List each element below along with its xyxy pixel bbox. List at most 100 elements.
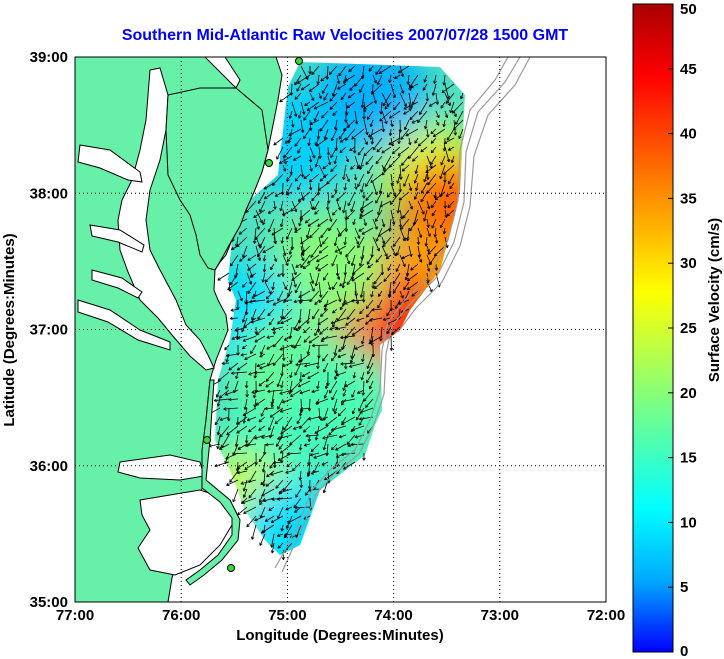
y-tick-label: 38:00 <box>30 185 68 202</box>
velocity-arrow <box>449 101 455 114</box>
velocity-arrow <box>400 128 410 140</box>
velocity-arrow <box>249 272 257 278</box>
velocity-arrow <box>314 155 320 168</box>
velocity-arrow <box>322 272 329 281</box>
velocity-arrow <box>289 353 293 364</box>
velocity-arrow <box>430 128 437 135</box>
velocity-arrow <box>358 227 365 232</box>
velocity-arrow <box>333 119 338 131</box>
plot-frame <box>74 56 607 603</box>
velocity-arrow <box>305 227 311 239</box>
velocity-arrow <box>297 182 302 191</box>
velocity-arrow <box>328 65 338 75</box>
velocity-arrow <box>442 227 447 235</box>
velocity-arrow <box>218 389 230 399</box>
velocity-arrow <box>336 191 347 202</box>
velocity-arrow <box>331 83 338 97</box>
velocity-arrow <box>357 173 365 188</box>
velocity-arrow <box>224 389 239 396</box>
velocity-arrow <box>309 290 320 303</box>
velocity-arrow <box>329 92 338 102</box>
velocity-arrow <box>330 353 338 362</box>
velocity-arrow <box>302 425 311 433</box>
y-tick-label: 37:00 <box>30 322 68 339</box>
velocity-arrow <box>339 146 347 154</box>
velocity-arrow <box>294 362 302 376</box>
velocity-arrow <box>373 272 383 285</box>
velocity-arrow <box>309 164 313 172</box>
colorbar-tick-label: 45 <box>680 61 697 78</box>
velocity-arrow <box>314 326 320 337</box>
velocity-arrow <box>303 128 311 140</box>
velocity-arrow <box>244 434 249 444</box>
velocity-arrow <box>276 146 284 160</box>
velocity-arrow <box>408 182 413 192</box>
velocity-arrow <box>339 281 347 287</box>
colorbar-tick-label: 10 <box>680 514 697 531</box>
velocity-arrow <box>371 307 383 312</box>
velocity-arrow <box>316 380 320 390</box>
velocity-arrow <box>246 272 253 285</box>
velocity-arrow <box>273 200 277 210</box>
velocity-arrow <box>336 74 341 85</box>
velocity-arrow <box>423 119 428 130</box>
outer-banks <box>185 379 241 586</box>
velocity-arrow <box>319 173 329 182</box>
velocity-arrow <box>351 425 365 432</box>
velocity-arrow <box>410 263 419 271</box>
velocity-arrow <box>283 335 293 341</box>
velocity-arrow <box>252 227 257 244</box>
velocity-arrow <box>266 344 275 350</box>
velocity-arrow <box>368 335 383 345</box>
velocity-arrow <box>433 74 437 84</box>
velocity-arrow <box>311 389 320 394</box>
velocity-arrow <box>252 389 257 399</box>
velocity-arrow <box>266 299 275 304</box>
velocity-arrow <box>343 461 356 470</box>
velocity-arrow <box>236 461 248 470</box>
velocity-arrow <box>338 65 347 77</box>
velocity-arrow <box>267 416 275 431</box>
velocity-arrow <box>309 281 315 292</box>
velocity-arrow <box>284 137 293 144</box>
colorbar-tick-label: 20 <box>680 385 697 402</box>
velocity-arrow <box>278 488 293 495</box>
velocity-arrow <box>365 299 374 310</box>
velocity-arrow <box>242 479 248 492</box>
velocity-arrow <box>399 254 406 267</box>
velocity-arrow <box>431 218 437 229</box>
velocity-arrow <box>318 281 323 298</box>
velocity-arrow <box>423 173 428 183</box>
velocity-arrow <box>450 155 455 164</box>
velocity-arrow <box>335 371 347 377</box>
velocity-arrow <box>337 407 347 417</box>
velocity-arrow <box>330 146 338 159</box>
velocity-arrow <box>367 128 383 138</box>
y-axis-label: Latitude (Degrees:Minutes) <box>1 233 18 426</box>
velocity-arrow <box>323 362 329 373</box>
velocity-arrow <box>253 209 266 218</box>
velocity-arrow <box>300 119 305 133</box>
velocity-arrow <box>251 389 266 394</box>
velocity-arrow <box>273 254 278 262</box>
velocity-arrow <box>398 182 402 193</box>
velocity-arrow <box>347 92 356 99</box>
velocity-arrow <box>262 245 275 254</box>
velocity-arrow <box>430 200 437 209</box>
velocity-arrow <box>303 173 311 180</box>
velocity-arrow <box>295 326 302 332</box>
velocity-arrow <box>295 263 302 268</box>
velocity-arrow <box>439 218 446 229</box>
velocity-arrow <box>232 451 248 456</box>
velocity-arrow <box>280 236 285 244</box>
velocity-arrow <box>428 101 437 107</box>
velocity-arrow <box>308 416 320 421</box>
velocity-arrow <box>386 308 392 317</box>
velocity-arrow <box>254 335 266 343</box>
velocity-arrow <box>420 182 428 194</box>
velocity-arrow <box>267 218 275 233</box>
velocity-arrow <box>280 380 284 389</box>
velocity-arrow <box>215 389 221 398</box>
y-tick-label: 35:00 <box>30 594 68 611</box>
velocity-arrow <box>345 173 350 182</box>
